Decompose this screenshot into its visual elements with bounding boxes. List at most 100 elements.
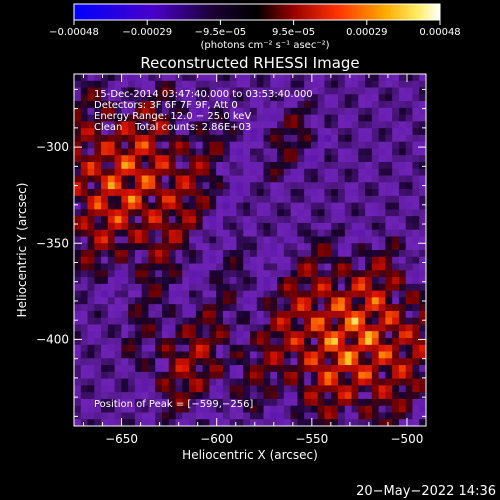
heatmap-cell [344,317,353,326]
heatmap-cell [392,87,400,95]
heatmap-cell [317,310,326,319]
heatmap-cell [74,236,82,244]
heatmap-cell [371,222,380,231]
heatmap-cell [351,229,359,238]
heatmap-cell [365,290,373,298]
heatmap-cell [141,331,150,339]
heatmap-cell [236,189,244,197]
heatmap-cell [263,189,271,197]
heatmap-cell [168,148,177,156]
heatmap-cell [195,128,204,136]
heatmap-cell [256,236,265,244]
heatmap-cell [229,121,238,129]
heatmap-cell [405,236,414,244]
heatmap-cell [182,182,190,190]
heatmap-cell [128,270,136,278]
heatmap-cell [155,392,163,400]
heatmap-cell [351,114,359,122]
heatmap-cell [331,344,339,353]
heatmap-cell [338,324,346,332]
heatmap-cell [209,371,217,380]
heatmap-cell [134,141,143,150]
heatmap-cell [134,351,143,359]
heatmap-cell [398,290,407,298]
heatmap-cell [412,101,420,109]
heatmap-cell [412,338,420,346]
heatmap-cell [317,162,326,170]
heatmap-cell [371,114,380,122]
heatmap-cell [392,371,400,380]
heatmap-cell [304,80,312,89]
heatmap-cell [270,398,278,407]
heatmap-cell [297,358,305,366]
heatmap-cell [263,398,271,407]
heatmap-cell [182,74,190,82]
heatmap-cell [229,365,238,373]
heatmap-cell [141,344,150,353]
heatmap-cell [344,405,353,414]
heatmap-cell [189,310,197,319]
heatmap-cell [256,229,265,238]
heatmap-cell [304,398,312,407]
heatmap-cell [405,162,414,170]
heatmap-cell [297,175,305,183]
heatmap-cell [263,175,271,183]
heatmap-cell [290,297,298,305]
heatmap-cell [270,162,278,170]
heatmap-cell [250,162,258,170]
heatmap-cell [338,216,346,224]
heatmap-cell [310,392,319,400]
heatmap-cell [392,317,400,326]
heatmap-cell [344,155,353,163]
heatmap-cell [222,87,231,95]
heatmap-cell [148,236,156,244]
heatmap-cell [277,155,285,163]
heatmap-cell [263,162,271,170]
heatmap-cell [162,371,170,380]
heatmap-cell [405,87,414,95]
heatmap-cell [195,243,204,251]
heatmap-cell [398,134,407,143]
heatmap-cell [378,412,386,420]
heatmap-cell [317,209,326,217]
heatmap-cell [134,209,143,217]
heatmap-cell [155,168,163,177]
heatmap-cell [202,74,210,82]
heatmap-cell [216,168,224,177]
heatmap-cell [128,74,136,82]
heatmap-cell [324,331,332,339]
heatmap-cell [385,398,393,407]
heatmap-cell [74,405,82,414]
heatmap-cell [216,250,224,258]
heatmap-cell [134,392,143,400]
heatmap-cell [317,216,326,224]
heatmap-cell [385,243,393,251]
heatmap-cell [155,195,163,204]
heatmap-cell [148,162,156,170]
heatmap-cell [243,250,251,258]
heatmap-cell [392,189,400,197]
heatmap-cell [412,162,420,170]
heatmap-cell [168,371,177,380]
heatmap-cell [87,128,95,136]
heatmap-cell [229,182,238,190]
heatmap-cell [412,222,420,231]
heatmap-cell [358,419,366,426]
heatmap-cell [351,378,359,386]
heatmap-cell [101,405,109,414]
heatmap-cell [209,263,217,271]
heatmap-cell [168,398,177,407]
heatmap-cell [189,168,197,177]
heatmap-cell [155,283,163,292]
heatmap-cell [162,101,170,109]
heatmap-cell [229,277,238,285]
heatmap-cell [331,378,339,386]
heatmap-cell [107,216,116,224]
heatmap-cell [365,256,373,265]
heatmap-cell [107,398,116,407]
heatmap-cell [310,209,319,217]
heatmap-cell [182,80,190,89]
heatmap-cell [141,216,150,224]
heatmap-cell [121,209,129,217]
heatmap-cell [365,141,373,150]
